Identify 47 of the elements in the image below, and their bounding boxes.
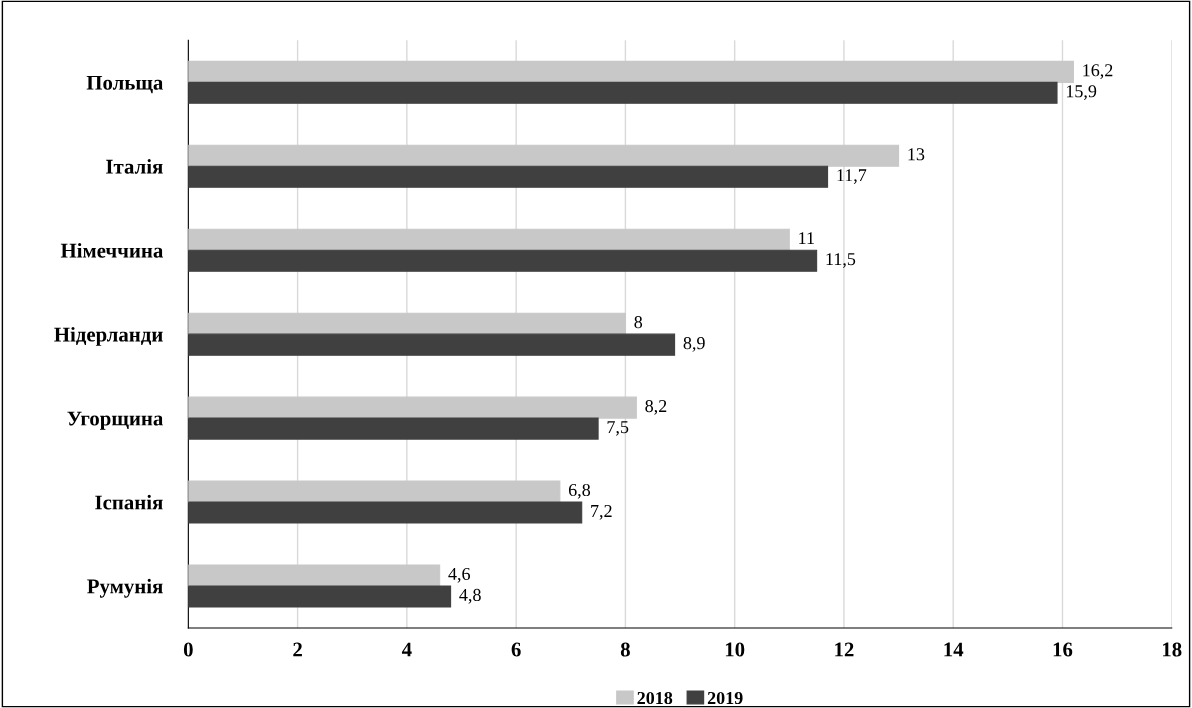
data-label: 15,9 [1066,85,1097,100]
bar [188,312,626,335]
x-tick-label: 10 [725,642,745,657]
x-tick-label: 16 [1053,642,1073,657]
x-tick-label: 18 [1162,642,1182,657]
x-tick-label: 8 [620,642,630,657]
x-tick-label: 12 [835,642,854,657]
data-label: 6,8 [568,483,591,499]
bar [188,81,1058,104]
legend-label: 2019 [707,691,743,705]
data-label: 7,5 [607,421,629,436]
data-label: 4,8 [459,588,481,604]
y-tick-label: Італія [106,159,163,174]
bar [188,144,900,167]
bar [188,333,676,356]
y-tick-label: Нідерланди [54,326,163,346]
data-label: 11,7 [837,169,867,184]
y-tick-label: Польща [86,75,164,94]
bar [188,60,1074,83]
data-label: 7,2 [591,504,612,520]
data-label: 4,6 [448,567,471,583]
data-label: 13 [908,148,925,161]
x-tick-label: 14 [944,642,964,657]
y-tick-label: Угорщина [67,411,164,430]
x-tick-label: 2 [293,642,302,657]
x-tick-label: 4 [401,642,412,657]
data-label: 16,2 [1083,64,1113,79]
bar [188,165,829,188]
bar [188,396,637,419]
bar [188,480,561,503]
x-tick-label: 6 [511,642,521,657]
y-tick-label: Іспанія [95,494,163,510]
bar [188,501,583,524]
y-tick-label: Німеччина [60,243,164,258]
data-label: 11 [799,232,814,245]
x-tick-label: 0 [183,642,193,657]
data-label: 8,9 [683,337,705,352]
data-label: 8 [634,316,643,329]
bar [188,585,452,608]
bar [188,564,441,587]
data-label: 8,2 [645,399,667,415]
bar [188,249,818,272]
bar [188,228,790,251]
bar [188,417,599,440]
data-label: 11,5 [826,253,856,268]
legend-label: 2018 [637,691,673,705]
y-tick-label: Румунія [87,578,163,598]
